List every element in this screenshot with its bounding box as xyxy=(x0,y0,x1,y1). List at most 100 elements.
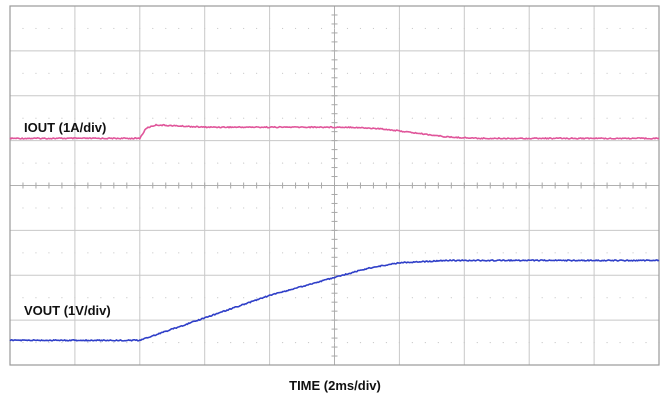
grid-dot xyxy=(398,297,400,299)
grid-dot xyxy=(567,297,569,299)
grid-dot xyxy=(165,207,167,209)
grid-dot xyxy=(515,207,517,209)
grid-dot xyxy=(294,27,297,30)
grid-dot xyxy=(463,252,465,254)
grid-dot xyxy=(567,207,569,209)
series-line-iout xyxy=(9,123,660,140)
grid-dot xyxy=(502,341,504,344)
grid-dot xyxy=(35,252,37,254)
grid-dot xyxy=(165,72,167,74)
grid-dot xyxy=(632,207,634,209)
grid-dot xyxy=(320,341,323,344)
grid-dot xyxy=(515,162,517,164)
grid-dot xyxy=(437,27,439,30)
grid-dot xyxy=(593,207,595,209)
chart-grid xyxy=(9,5,660,366)
grid-dot xyxy=(554,297,556,299)
grid-dot xyxy=(74,27,76,30)
grid-dot xyxy=(502,297,504,299)
grid-dot xyxy=(191,117,193,119)
grid-dot xyxy=(541,27,543,30)
grid-dot xyxy=(346,117,349,119)
grid-dot xyxy=(230,27,232,30)
grid-dot xyxy=(593,27,595,30)
grid-dot xyxy=(476,297,478,299)
grid-dot xyxy=(281,72,284,74)
grid-dot xyxy=(593,162,595,164)
grid-dot xyxy=(359,341,362,344)
grid-dot xyxy=(528,341,530,344)
grid-dot xyxy=(437,297,439,299)
grid-dot xyxy=(346,162,349,164)
grid-dot xyxy=(619,72,621,74)
grid-dot xyxy=(580,72,582,74)
grid-dot xyxy=(152,252,154,254)
grid-dot xyxy=(256,27,258,30)
grid-dot xyxy=(126,162,128,164)
grid-dot xyxy=(191,72,193,74)
grid-dot xyxy=(61,297,63,299)
grid-dot xyxy=(217,341,219,344)
grid-dot xyxy=(346,72,349,74)
grid-dot xyxy=(61,252,63,254)
grid-dot xyxy=(204,341,206,344)
grid-dot xyxy=(359,207,362,209)
grid-dot xyxy=(528,27,530,30)
grid-dot xyxy=(385,72,388,74)
grid-dot xyxy=(359,297,362,299)
grid-dot xyxy=(243,162,245,164)
grid-dot xyxy=(528,72,530,74)
grid-dot xyxy=(269,72,271,74)
grid-dot xyxy=(178,162,180,164)
grid-dot xyxy=(619,162,621,164)
grid-dot xyxy=(411,252,413,254)
grid-dot xyxy=(269,341,271,344)
grid-dot xyxy=(450,207,452,209)
grid-dot xyxy=(411,72,413,74)
grid-dot xyxy=(450,297,452,299)
grid-dot xyxy=(489,162,491,164)
grid-dot xyxy=(502,162,504,164)
grid-dot xyxy=(398,27,400,30)
grid-dot xyxy=(22,252,24,254)
grid-dot xyxy=(619,252,621,254)
grid-dot xyxy=(294,341,297,344)
grid-dot xyxy=(450,72,452,74)
grid-dot xyxy=(307,297,310,299)
grid-dot xyxy=(632,72,634,74)
grid-dot xyxy=(372,117,375,119)
grid-dot xyxy=(165,27,167,30)
grid-dot xyxy=(385,27,388,30)
grid-dot xyxy=(191,341,193,344)
grid-dot xyxy=(204,162,206,164)
grid-dot xyxy=(178,341,180,344)
grid-dot xyxy=(256,207,258,209)
grid-dot xyxy=(593,72,595,74)
grid-dot xyxy=(515,341,517,344)
grid-dot xyxy=(87,72,89,74)
series-line-vout xyxy=(9,259,660,342)
grid-dot xyxy=(61,341,63,344)
grid-dot xyxy=(463,297,465,299)
grid-dot xyxy=(100,341,102,344)
grid-dot xyxy=(243,207,245,209)
grid-dot xyxy=(411,207,413,209)
grid-dot xyxy=(593,117,595,119)
grid-dot xyxy=(645,162,647,164)
grid-dot xyxy=(100,297,102,299)
chart-traces xyxy=(9,123,660,342)
grid-dot xyxy=(243,341,245,344)
grid-dot xyxy=(554,252,556,254)
grid-dot xyxy=(424,27,426,30)
grid-dot xyxy=(476,27,478,30)
grid-dot xyxy=(463,162,465,164)
grid-dot xyxy=(74,252,76,254)
grid-dot xyxy=(333,27,336,30)
grid-dot xyxy=(217,117,219,119)
grid-dot xyxy=(139,341,141,344)
grid-dot xyxy=(152,27,154,30)
grid-dot xyxy=(554,72,556,74)
grid-dot xyxy=(632,297,634,299)
grid-dot xyxy=(489,341,491,344)
grid-dot xyxy=(74,341,76,344)
